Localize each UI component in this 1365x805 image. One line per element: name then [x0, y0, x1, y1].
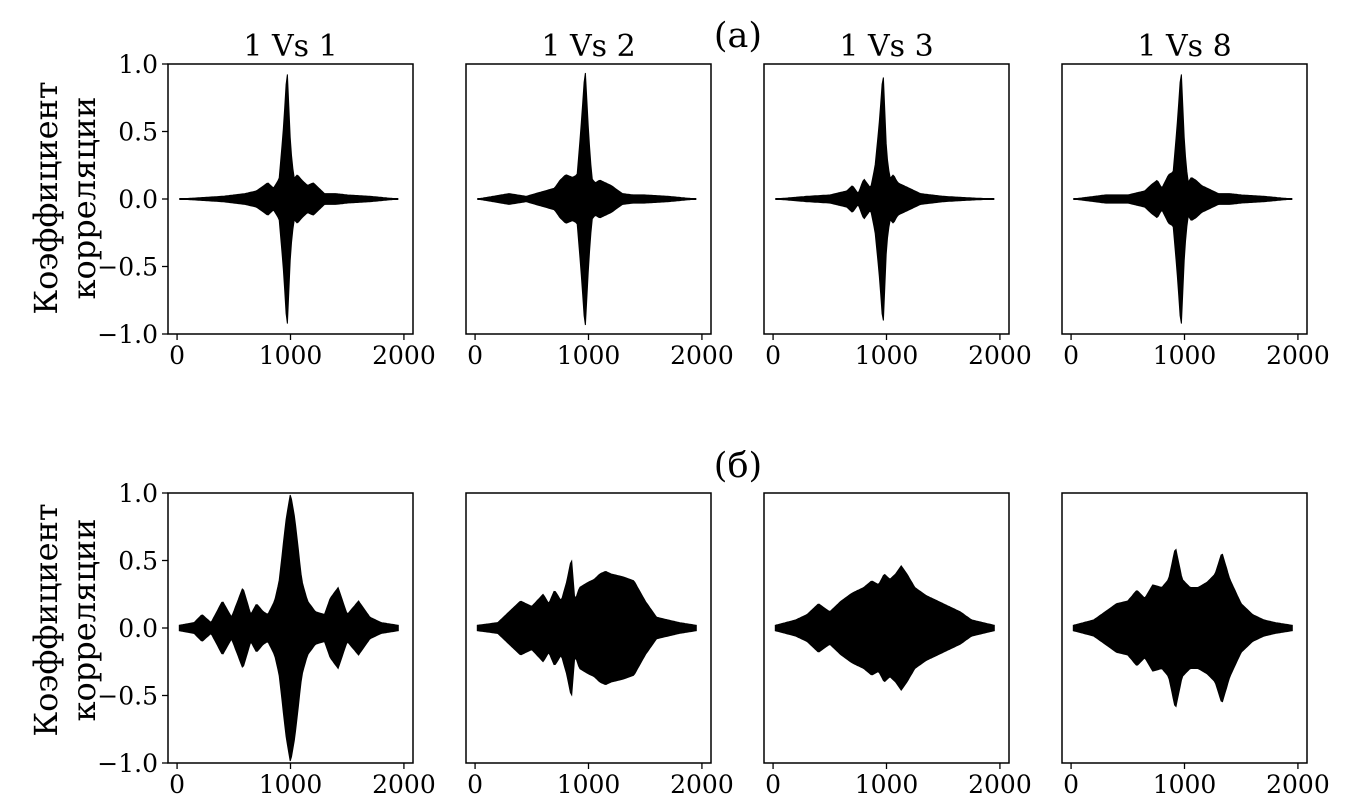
y-tick-label: −1.0 — [97, 749, 158, 778]
subplot-title: 1 Vs 3 — [839, 29, 933, 64]
y-tick-label: 0.0 — [118, 185, 158, 214]
x-tick-label: 0 — [169, 770, 185, 799]
subplot-panel: 0 1000 2000 — [1061, 492, 1330, 799]
x-tick-label: 0 — [765, 341, 781, 370]
subplot-panel: 0 1000 2000 — [465, 492, 734, 799]
subplot-title: 1 Vs 2 — [541, 29, 635, 64]
x-tick-label: 1000 — [259, 770, 323, 799]
x-tick-label: 1000 — [1153, 341, 1217, 370]
y-tick-label: −0.5 — [97, 253, 158, 282]
x-tick-label: 1000 — [557, 341, 621, 370]
y-tick-label: −0.5 — [97, 682, 158, 711]
subplot-panel: 0 1000 2000 −1.0 −0.5 0.0 0.5 1.0 1 Vs 1 — [97, 29, 435, 370]
panels-layer: 0 1000 2000 −1.0 −0.5 0.0 0.5 1.0 1 Vs 1 0 1000 200… — [97, 29, 1329, 799]
y-tick-label: 1.0 — [118, 479, 158, 508]
subplot-panel: 0 1000 2000 1 Vs 2 — [465, 29, 734, 370]
x-tick-label: 2000 — [670, 770, 734, 799]
subplot-panel: 0 1000 2000 — [763, 492, 1032, 799]
x-tick-label: 0 — [1063, 341, 1079, 370]
y-axis-label-line1: Коэффициент — [27, 81, 65, 314]
subplot-title: 1 Vs 1 — [243, 29, 337, 64]
x-tick-label: 2000 — [670, 341, 734, 370]
y-axis-label-line1: Коэффициент — [27, 503, 65, 736]
subplot-panel: 0 1000 2000 1 Vs 3 — [763, 29, 1032, 370]
row-label-a: (а) — [714, 16, 762, 56]
x-tick-label: 1000 — [557, 770, 621, 799]
y-tick-label: 0.5 — [118, 547, 158, 576]
x-tick-label: 2000 — [968, 341, 1032, 370]
x-tick-label: 0 — [169, 341, 185, 370]
x-tick-label: 2000 — [1266, 770, 1330, 799]
y-tick-label: 1.0 — [118, 50, 158, 79]
x-tick-label: 1000 — [855, 770, 919, 799]
x-tick-label: 2000 — [372, 770, 436, 799]
x-tick-label: 1000 — [259, 341, 323, 370]
subplot-title: 1 Vs 8 — [1137, 29, 1231, 64]
y-tick-label: 0.5 — [118, 118, 158, 147]
x-tick-label: 0 — [1063, 770, 1079, 799]
y-tick-label: −1.0 — [97, 320, 158, 349]
subplot-panel: 0 1000 2000 −1.0 −0.5 0.0 0.5 1.0 — [97, 479, 435, 799]
x-tick-label: 0 — [467, 770, 483, 799]
row-label-b: (б) — [714, 446, 762, 486]
y-axis-label-line2: корреляции — [65, 97, 103, 300]
x-tick-label: 1000 — [855, 341, 919, 370]
x-tick-label: 0 — [765, 770, 781, 799]
y-axis-label-line2: корреляции — [65, 519, 103, 722]
y-axis-label-row-b: Коэффициент корреляции — [27, 503, 103, 736]
x-tick-label: 0 — [467, 341, 483, 370]
x-tick-label: 2000 — [372, 341, 436, 370]
y-axis-label-row-a: Коэффициент корреляции — [27, 81, 103, 314]
x-tick-label: 1000 — [1153, 770, 1217, 799]
y-tick-label: 0.0 — [118, 614, 158, 643]
subplot-panel: 0 1000 2000 1 Vs 8 — [1061, 29, 1330, 370]
x-tick-label: 2000 — [1266, 341, 1330, 370]
x-tick-label: 2000 — [968, 770, 1032, 799]
